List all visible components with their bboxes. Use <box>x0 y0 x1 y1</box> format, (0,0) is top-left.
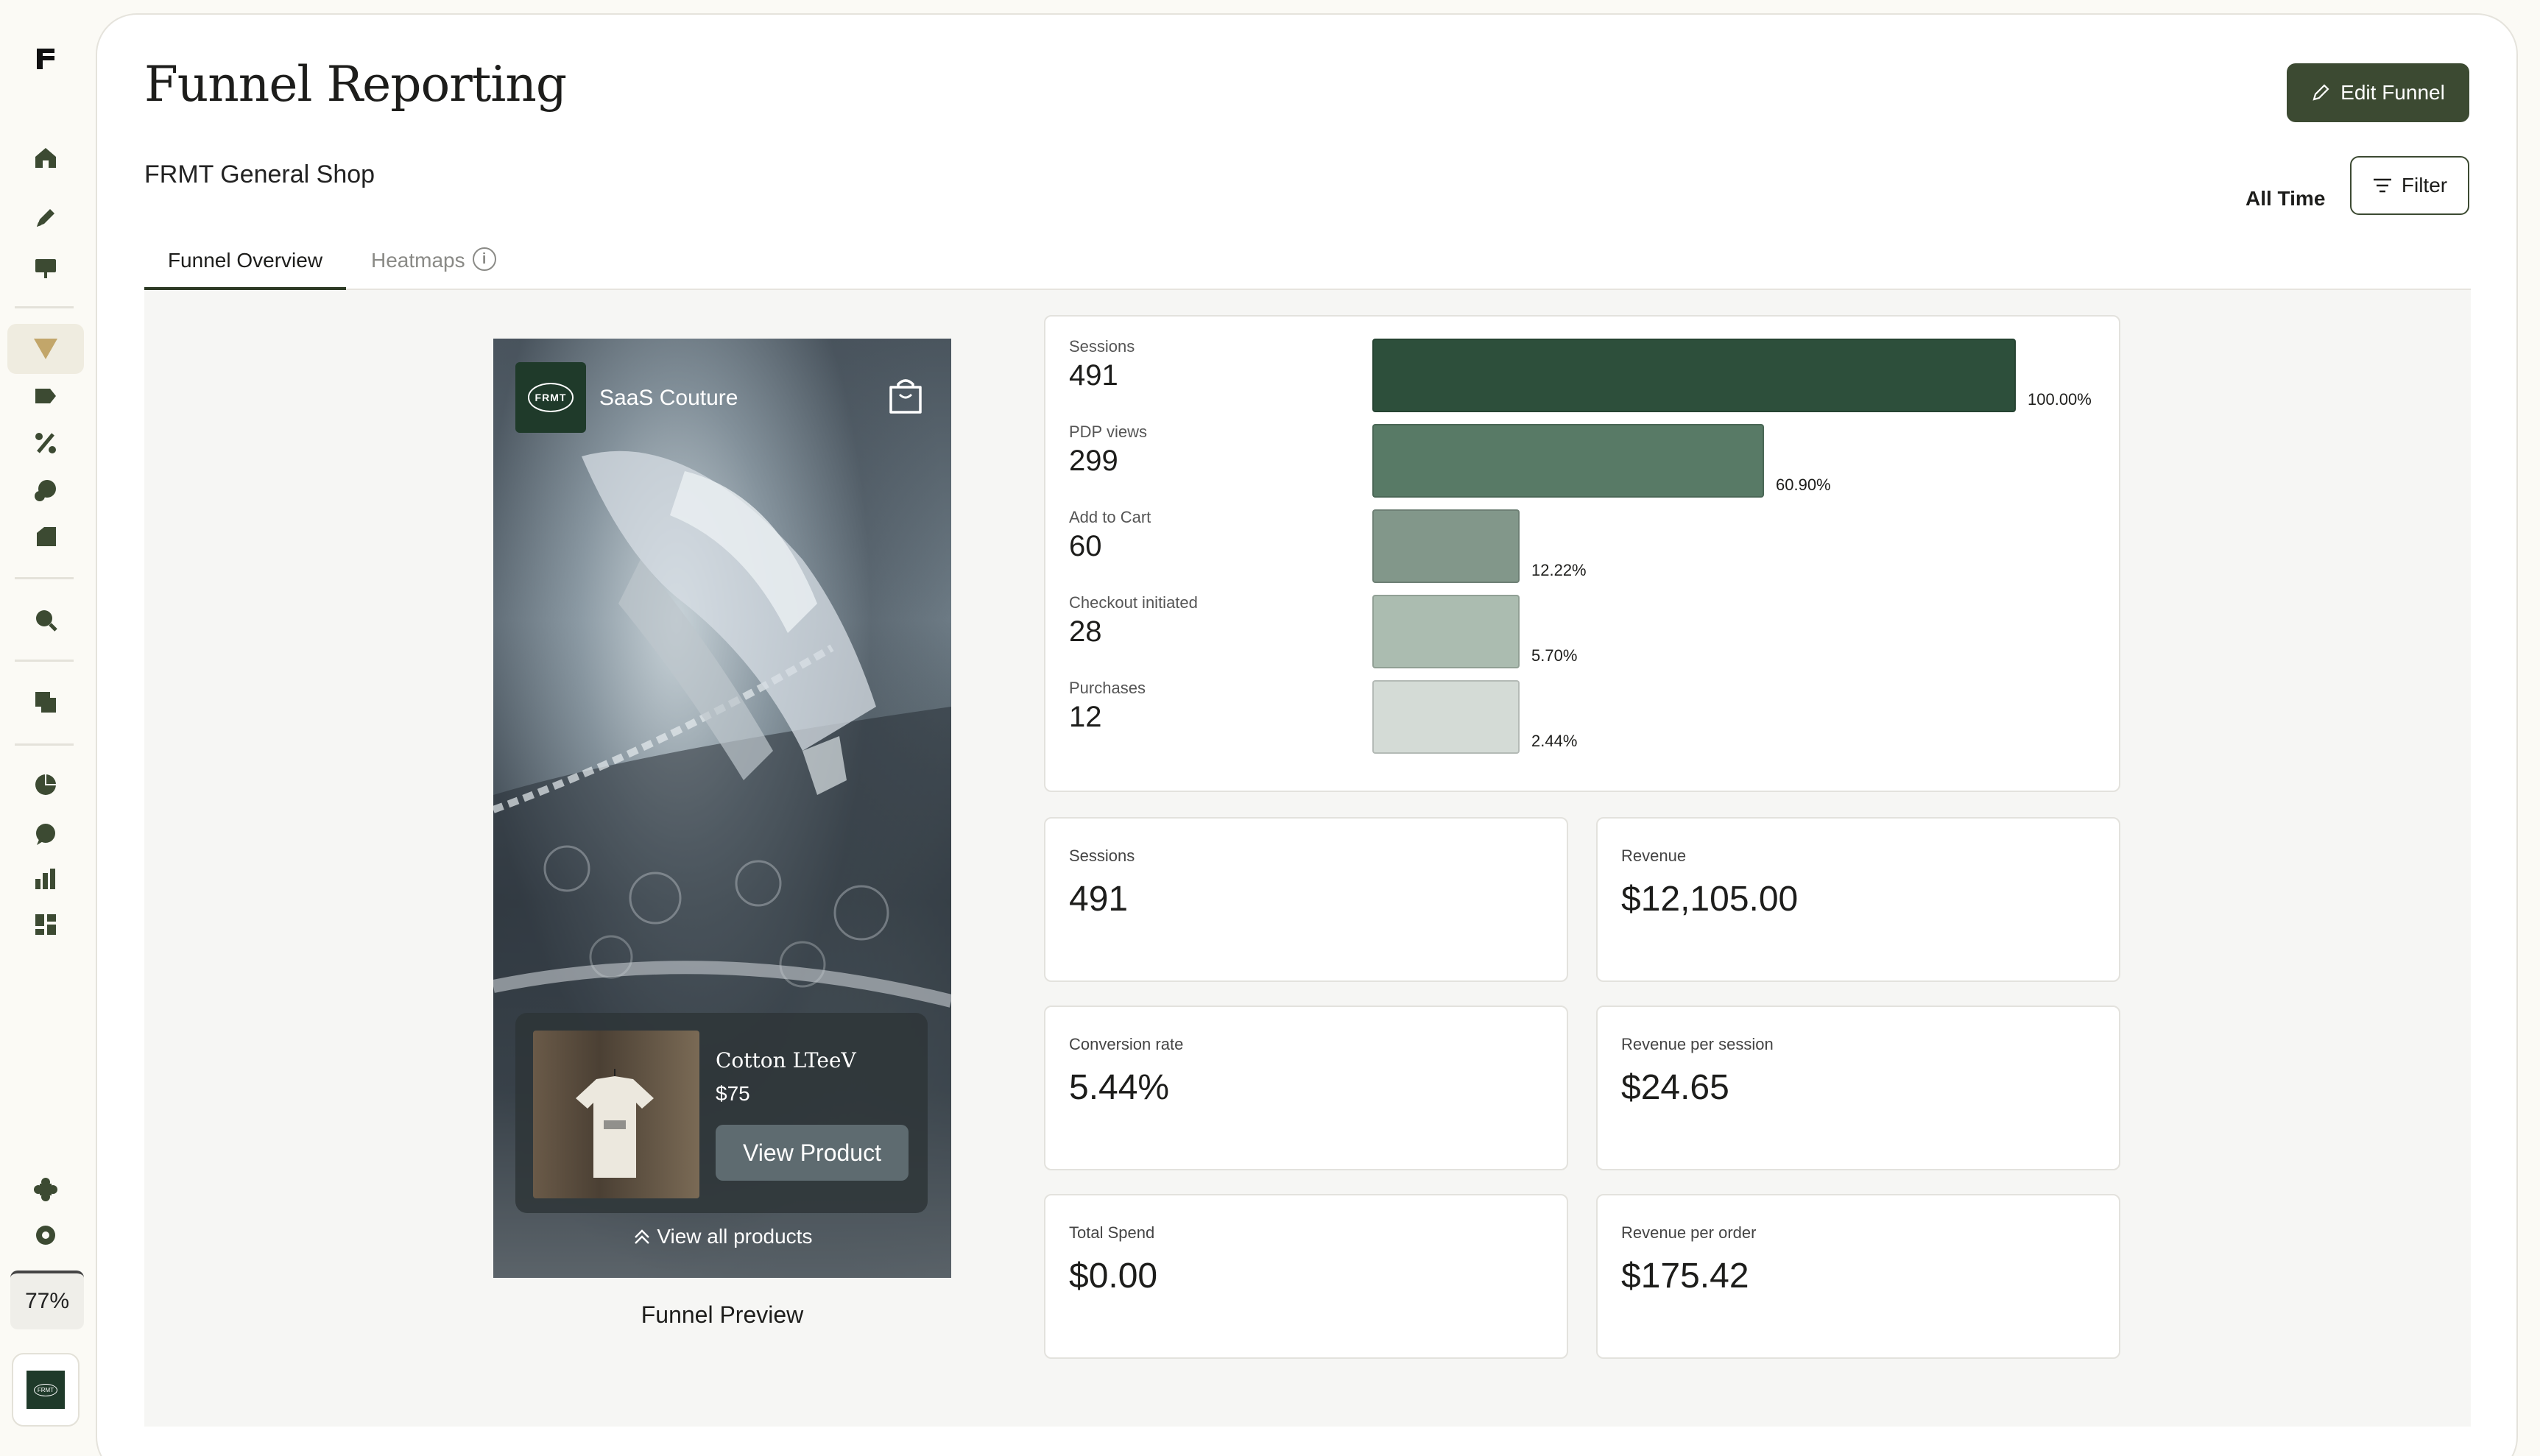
metric-value: $24.65 <box>1621 1068 1729 1107</box>
funnel-preview-caption: Funnel Preview <box>641 1301 804 1328</box>
funnel-bar[interactable] <box>1372 339 2016 412</box>
metric-value: 5.44% <box>1069 1068 1170 1107</box>
view-all-products-label: View all products <box>657 1225 813 1248</box>
avatar: FRMT <box>27 1371 65 1409</box>
home-icon[interactable] <box>31 143 60 172</box>
edit-funnel-label: Edit Funnel <box>2340 81 2445 104</box>
puzzle-icon[interactable] <box>31 1175 60 1204</box>
chat-icon[interactable] <box>31 820 60 849</box>
settings-icon[interactable] <box>31 1220 60 1250</box>
box-icon[interactable] <box>31 523 60 552</box>
brand-logo-icon[interactable] <box>31 44 60 74</box>
zoom-level[interactable]: 77% <box>10 1271 84 1329</box>
metric-label: Revenue per session <box>1621 1035 1774 1053</box>
funnel-step-percent: 2.44% <box>1531 732 1578 750</box>
funnel-bar[interactable] <box>1372 509 1520 583</box>
funnel-row: Checkout initiated 28 5.70% <box>1045 573 2122 668</box>
sidebar: 77% FRMT <box>0 0 94 1456</box>
filter-label: Filter <box>2401 174 2448 197</box>
pencil-icon <box>2313 84 2329 101</box>
edit-funnel-button[interactable]: Edit Funnel <box>2287 63 2469 122</box>
funnel-step-percent: 100.00% <box>2028 390 2092 409</box>
funnel-step-label: Add to Cart <box>1069 508 1151 526</box>
pen-icon[interactable] <box>31 203 60 233</box>
filter-button[interactable]: Filter <box>2350 156 2469 215</box>
metric-label: Revenue <box>1621 847 1687 865</box>
view-product-button[interactable]: View Product <box>716 1125 909 1181</box>
brand-logo-text: FRMT <box>527 383 574 412</box>
funnel-step-label: PDP views <box>1069 423 1147 441</box>
tab-heatmaps-label: Heatmaps <box>371 249 465 272</box>
tag-icon[interactable] <box>31 381 60 411</box>
account-avatar-button[interactable]: FRMT <box>12 1353 80 1427</box>
metric-label: Conversion rate <box>1069 1035 1184 1053</box>
funnel-row: Sessions 491 100.00% <box>1045 317 2122 412</box>
metric-value: 491 <box>1069 880 1129 919</box>
funnel-row: Purchases 12 2.44% <box>1045 658 2122 754</box>
metric-value: $0.00 <box>1069 1257 1158 1296</box>
percent-icon[interactable] <box>31 428 60 458</box>
funnel-step-percent: 12.22% <box>1531 561 1587 579</box>
pie-chart-icon[interactable] <box>31 770 60 799</box>
brand-logo: FRMT <box>515 362 586 433</box>
funnel-icon[interactable] <box>31 334 60 364</box>
funnel-step-value: 12 <box>1069 701 1102 733</box>
funnel-step-label: Checkout initiated <box>1069 593 1198 612</box>
metric-value: $12,105.00 <box>1621 880 1799 919</box>
metric-card-total-spend: Total Spend $0.00 <box>1044 1194 1568 1359</box>
metric-card-sessions: Sessions 491 <box>1044 817 1568 982</box>
funnel-step-value: 491 <box>1069 359 1118 392</box>
avatar-text: FRMT <box>33 1383 58 1396</box>
double-chevron-up-icon <box>634 1229 649 1244</box>
page-title: Funnel Reporting <box>144 56 567 113</box>
time-range-selector[interactable]: All Time <box>2246 187 2326 210</box>
metric-card-revenue-per-order: Revenue per order $175.42 <box>1596 1194 2120 1359</box>
bar-chart-icon[interactable] <box>31 864 60 894</box>
tab-heatmaps[interactable]: Heatmaps i <box>371 247 496 290</box>
funnel-overview-content: FRMT SaaS Couture Cotton LTeeV $75 View … <box>144 290 2471 1427</box>
tab-bar: Funnel Overview Heatmaps i <box>144 228 2471 290</box>
brand-name: SaaS Couture <box>599 386 738 410</box>
product-name: Cotton LTeeV <box>716 1048 856 1072</box>
product-card[interactable]: Cotton LTeeV $75 View Product <box>515 1013 928 1213</box>
metric-label: Revenue per order <box>1621 1223 1757 1242</box>
funnel-step-percent: 60.90% <box>1776 476 1831 494</box>
metric-card-conversion-rate: Conversion rate 5.44% <box>1044 1006 1568 1170</box>
layers-icon[interactable] <box>31 688 60 717</box>
funnel-step-value: 299 <box>1069 445 1118 477</box>
metric-card-revenue-per-session: Revenue per session $24.65 <box>1596 1006 2120 1170</box>
funnel-step-label: Purchases <box>1069 679 1146 697</box>
filter-icon <box>2373 178 2391 193</box>
product-image <box>533 1031 699 1198</box>
view-all-products-link[interactable]: View all products <box>493 1225 951 1248</box>
funnel-preview-phone: FRMT SaaS Couture Cotton LTeeV $75 View … <box>493 339 951 1278</box>
funnel-step-label: Sessions <box>1069 337 1135 356</box>
funnel-step-value: 28 <box>1069 615 1102 648</box>
funnel-step-value: 60 <box>1069 530 1102 562</box>
funnel-row: Add to Cart 60 12.22% <box>1045 487 2122 583</box>
shopping-bag-icon[interactable] <box>883 374 928 418</box>
funnel-bar[interactable] <box>1372 595 1520 668</box>
dashboard-icon[interactable] <box>31 910 60 939</box>
metric-card-revenue: Revenue $12,105.00 <box>1596 817 2120 982</box>
presentation-icon[interactable] <box>31 253 60 283</box>
metric-value: $175.42 <box>1621 1257 1749 1296</box>
funnel-row: PDP views 299 60.90% <box>1045 402 2122 498</box>
funnel-bar[interactable] <box>1372 424 1764 498</box>
shapes-icon[interactable] <box>31 476 60 505</box>
product-price: $75 <box>716 1082 750 1105</box>
tab-funnel-overview[interactable]: Funnel Overview <box>144 249 346 290</box>
shop-name: FRMT General Shop <box>144 160 375 188</box>
funnel-step-percent: 5.70% <box>1531 646 1578 665</box>
metric-label: Total Spend <box>1069 1223 1155 1242</box>
metric-label: Sessions <box>1069 847 1135 865</box>
funnel-chart: Sessions 491 100.00% PDP views 299 60.90% Add … <box>1044 315 2120 792</box>
main-panel: Funnel Reporting FRMT General Shop Edit … <box>96 13 2518 1456</box>
funnel-bar[interactable] <box>1372 680 1520 754</box>
search-icon[interactable] <box>31 605 60 635</box>
tshirt-icon <box>576 1069 654 1178</box>
info-icon: i <box>472 247 496 271</box>
